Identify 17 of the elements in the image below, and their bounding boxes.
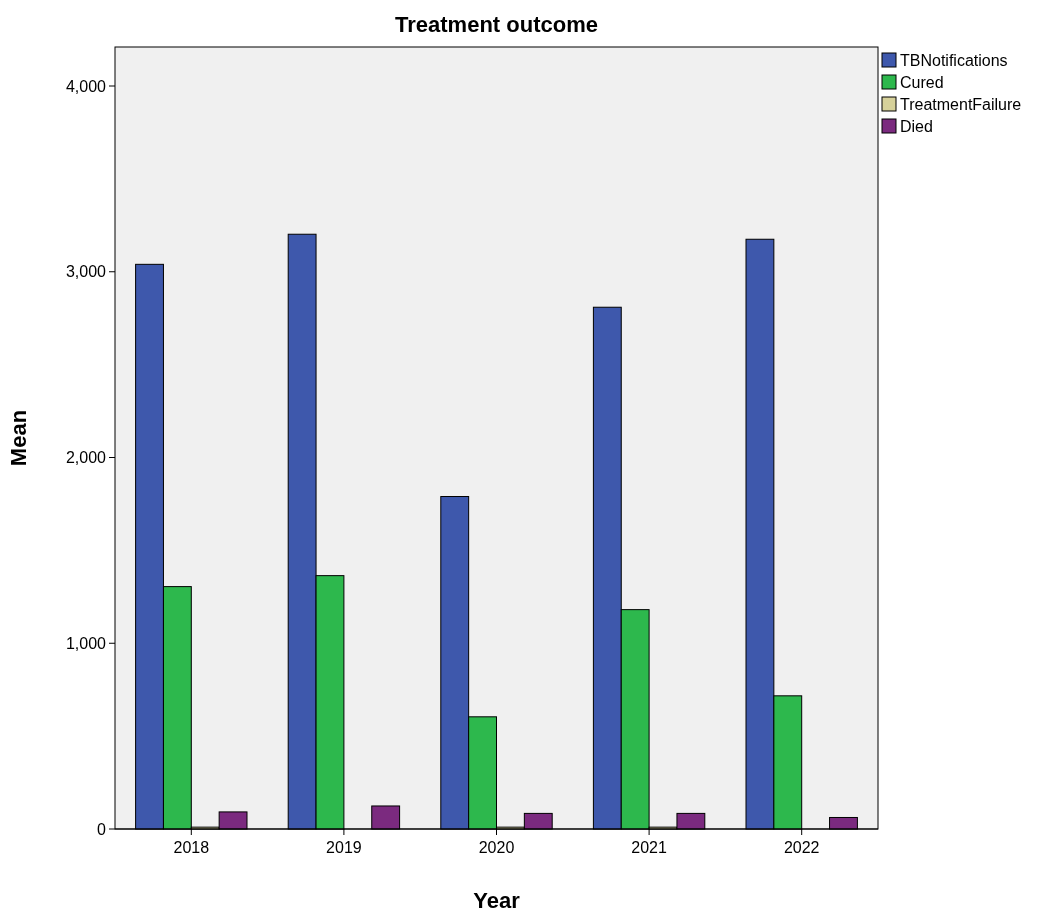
legend-label: Cured bbox=[900, 73, 944, 91]
y-tick-label: 2,000 bbox=[65, 449, 107, 467]
legend-label: TBNotifications bbox=[900, 51, 1008, 69]
y-tick-label: 1,000 bbox=[65, 634, 107, 652]
legend-label: Died bbox=[900, 117, 933, 135]
x-axis-title: Year bbox=[473, 888, 521, 913]
y-axis-title: Mean bbox=[6, 409, 31, 467]
chart-title: Treatment outcome bbox=[395, 12, 598, 37]
x-tick-label: 2019 bbox=[326, 839, 362, 856]
x-tick-label: 2022 bbox=[783, 839, 820, 856]
y-tick-label: 4,000 bbox=[65, 77, 107, 95]
x-tick-label: 2021 bbox=[631, 839, 667, 856]
y-tick-label: 3,000 bbox=[65, 263, 107, 281]
x-tick-label: 2020 bbox=[478, 839, 515, 856]
x-tick-label: 2018 bbox=[173, 839, 210, 856]
legend-label: TreatmentFailure bbox=[900, 95, 1022, 113]
y-tick-label: 0 bbox=[97, 820, 107, 838]
